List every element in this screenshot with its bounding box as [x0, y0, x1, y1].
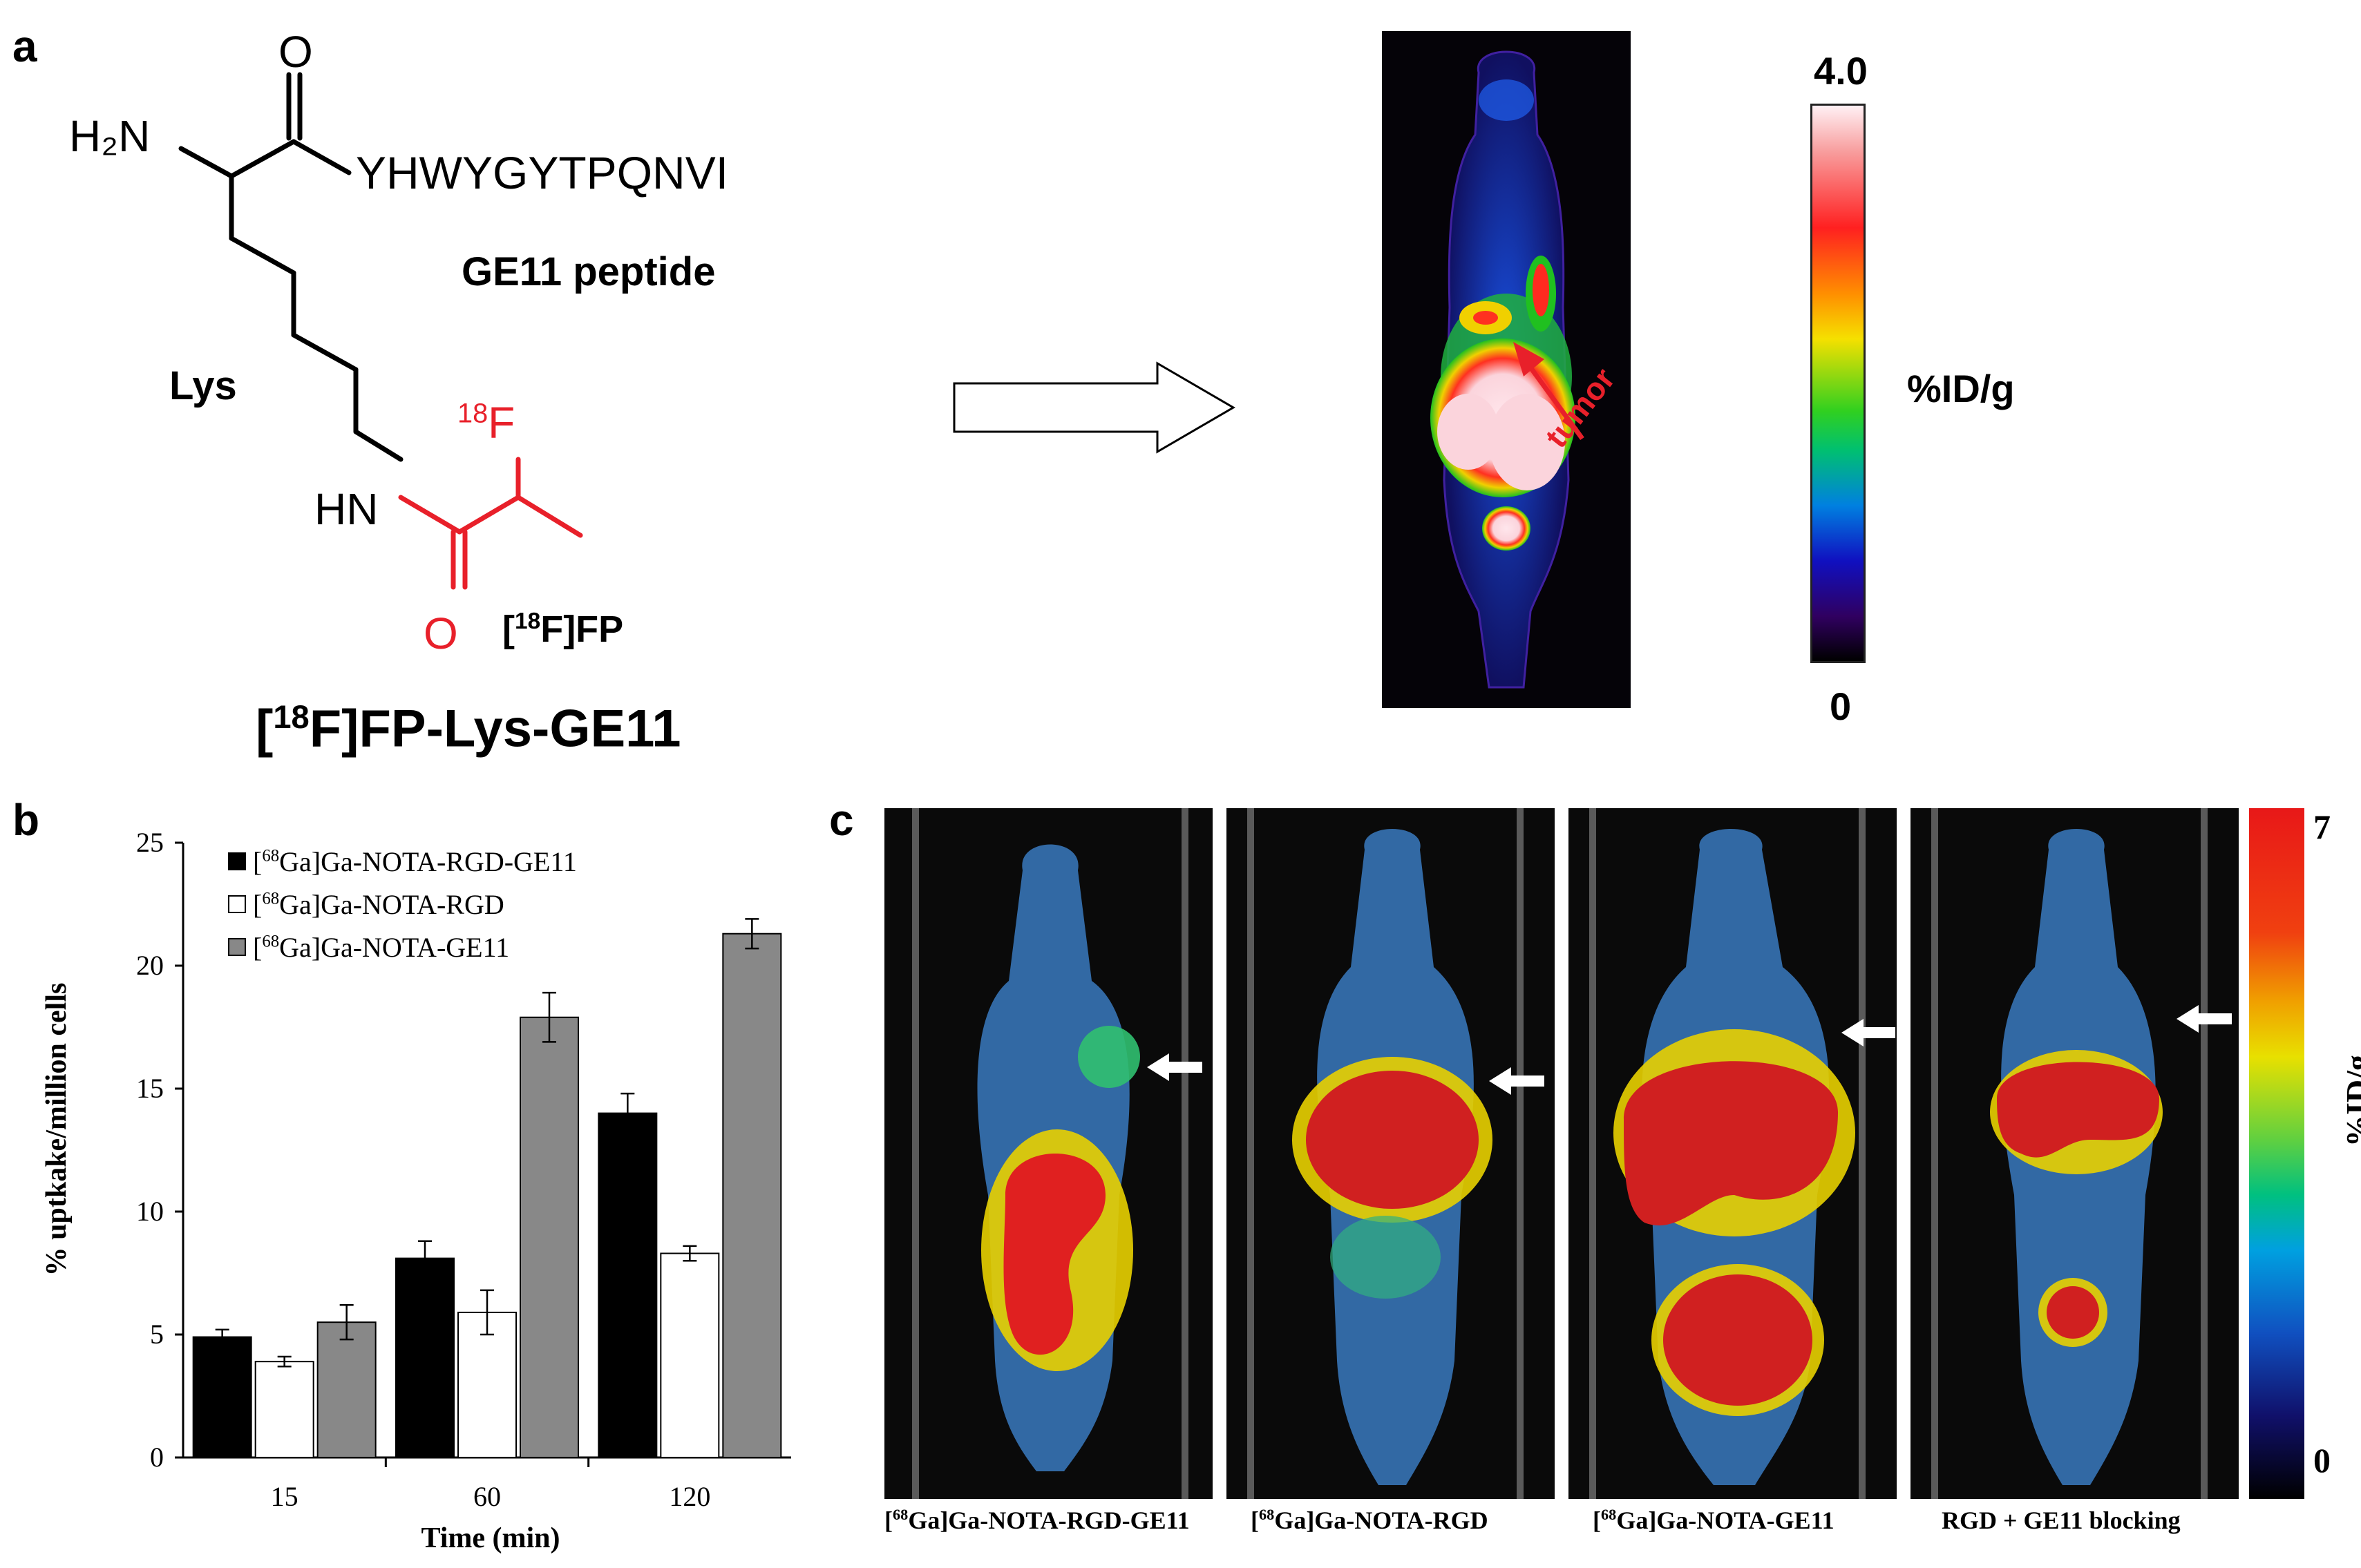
- y-tick-label: 25: [136, 827, 164, 858]
- petct-scale-min: 0: [2313, 1441, 2331, 1480]
- tumor-pointer-icon: [1841, 1019, 1895, 1046]
- panel-a-letter: a: [12, 21, 37, 71]
- caption-image-4: RGD + GE11 blocking: [1942, 1507, 2181, 1534]
- petct-image-4: [1910, 808, 2239, 1499]
- bar: [722, 933, 782, 1459]
- bar: [457, 1311, 517, 1459]
- panel-b-letter: b: [12, 795, 40, 845]
- uptake-bar-chart: 0 5 10 15 20 25 15 60 120 % uptkake/million cell…: [41, 827, 791, 1554]
- petct-scale-unit: %ID/g: [2340, 1055, 2361, 1147]
- petct-image-1: [884, 808, 1213, 1499]
- h2n-label: H₂N: [69, 111, 151, 161]
- fp-label: [18F]FP: [502, 609, 624, 650]
- bar: [598, 1112, 658, 1458]
- pet-scan-image: tumor: [1382, 31, 1631, 708]
- bar: [316, 1321, 377, 1459]
- y-tick-label: 5: [150, 1319, 164, 1350]
- petct-image-2: [1226, 808, 1555, 1499]
- legend-swatch: [228, 895, 246, 913]
- fluorine-18-label: 18F: [457, 398, 515, 448]
- x-tick-label: 60: [473, 1481, 501, 1512]
- bar: [660, 1252, 720, 1459]
- x-axis-label: Time (min): [421, 1522, 560, 1554]
- caption-image-1: [68Ga]Ga-NOTA-RGD-GE11: [884, 1506, 1190, 1534]
- tumor-pointer-icon: [2177, 1005, 2232, 1033]
- caption-image-2: [68Ga]Ga-NOTA-RGD: [1251, 1506, 1488, 1534]
- x-tick-label: 15: [271, 1481, 298, 1512]
- legend-item-series-3: [68Ga]Ga-NOTA-GE11: [228, 926, 577, 968]
- carbonyl-o-label: O: [278, 27, 313, 77]
- tumor-pointer-icon: [1489, 1067, 1544, 1095]
- amide-o-label: O: [424, 609, 458, 658]
- y-axis-label: % uptkake/million cells: [41, 983, 73, 1277]
- y-tick-label: 20: [136, 950, 164, 981]
- caption-image-3: [68Ga]Ga-NOTA-GE11: [1593, 1506, 1834, 1534]
- bar: [254, 1361, 314, 1458]
- bar: [395, 1257, 455, 1458]
- y-tick-label: 10: [136, 1196, 164, 1227]
- hn-label: HN: [314, 484, 379, 534]
- pet-scale-unit: %ID/g: [1907, 367, 2015, 410]
- chart-legend: [68Ga]Ga-NOTA-RGD-GE11 [68Ga]Ga-NOTA-RGD…: [228, 840, 577, 968]
- y-tick-label: 15: [136, 1073, 164, 1104]
- pet-scale-max: 4.0: [1814, 49, 1868, 93]
- bar: [192, 1336, 252, 1458]
- pet-scale-bar: [1810, 104, 1866, 663]
- ge11-peptide-label: GE11 peptide: [462, 249, 716, 294]
- arrow-right-icon: [953, 361, 1235, 454]
- petct-image-3: [1568, 808, 1897, 1499]
- petct-scale-max: 7: [2313, 807, 2331, 846]
- legend-swatch: [228, 852, 246, 870]
- lys-label: Lys: [169, 363, 237, 408]
- tumor-arrow-icon: [1513, 342, 1584, 441]
- legend-item-series-1: [68Ga]Ga-NOTA-RGD-GE11: [228, 840, 577, 883]
- petct-scale-bar: [2249, 808, 2304, 1499]
- lys-ge11-structure: [178, 72, 583, 590]
- legend-swatch: [228, 938, 246, 956]
- panel-c-letter: c: [829, 795, 854, 845]
- tumor-pointer-icon: [1147, 1053, 1202, 1081]
- peptide-sequence: YHWYGYTPQNVI: [356, 147, 729, 198]
- compound-name: [18F]FP-Lys-GE11: [256, 698, 681, 758]
- bar: [520, 1016, 579, 1458]
- legend-item-series-2: [68Ga]Ga-NOTA-RGD: [228, 883, 577, 926]
- y-tick-label: 0: [150, 1442, 164, 1473]
- x-tick-label: 120: [669, 1481, 710, 1512]
- pet-scale-min: 0: [1830, 685, 1852, 728]
